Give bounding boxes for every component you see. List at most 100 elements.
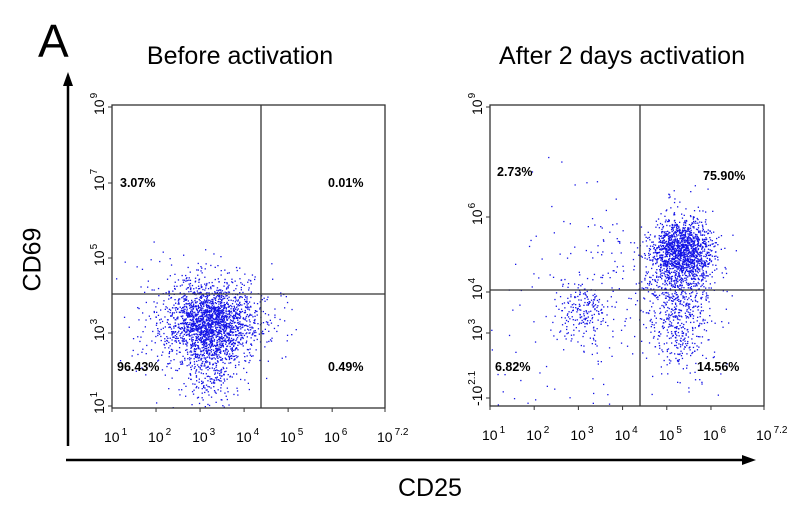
event-dot: [659, 240, 662, 242]
event-dot: [210, 351, 212, 353]
event-dot: [705, 357, 707, 359]
event-dot: [673, 236, 675, 238]
event-dot: [169, 337, 171, 339]
event-dot: [677, 262, 679, 264]
event-dot: [178, 327, 181, 330]
event-dot: [212, 313, 214, 315]
event-dot: [191, 340, 193, 343]
event-dot: [681, 231, 684, 234]
event-dot: [246, 296, 248, 298]
event-dot: [670, 239, 672, 242]
event-dot: [174, 340, 176, 342]
event-dot: [184, 359, 186, 361]
event-dot: [193, 350, 195, 353]
event-dot: [667, 245, 669, 247]
event-dot: [616, 238, 618, 240]
event-dot: [679, 248, 681, 250]
event-dot: [677, 206, 679, 208]
event-dot: [668, 313, 670, 315]
event-dot: [219, 307, 221, 309]
event-dot: [700, 303, 702, 305]
event-dot: [697, 237, 699, 239]
event-dot: [171, 313, 173, 315]
event-dot: [662, 245, 664, 247]
event-dot: [197, 311, 200, 313]
event-dot: [583, 351, 585, 353]
event-dot: [190, 347, 192, 349]
event-dot: [673, 316, 675, 318]
event-dot: [660, 213, 662, 215]
event-dot: [237, 300, 239, 302]
event-dot: [212, 326, 214, 328]
event-dot: [195, 356, 197, 359]
event-dot: [662, 225, 665, 228]
event-dot: [697, 227, 700, 229]
event-dot: [183, 338, 185, 340]
event-dot: [609, 277, 611, 279]
event-dot: [664, 261, 666, 263]
event-dot: [712, 356, 714, 359]
event-dot: [198, 378, 200, 380]
event-dot: [653, 248, 655, 250]
event-dot: [186, 277, 188, 279]
event-dot: [662, 292, 664, 294]
event-dot: [187, 314, 189, 317]
event-dot: [656, 258, 659, 261]
event-dot: [183, 295, 185, 297]
event-dot: [683, 239, 685, 242]
event-dot: [203, 320, 205, 322]
event-dot: [186, 341, 188, 343]
event-dot: [571, 338, 573, 340]
event-dot: [674, 238, 676, 240]
event-dot: [214, 324, 217, 326]
event-dot: [713, 231, 715, 233]
event-dot: [674, 264, 676, 267]
event-dot: [201, 313, 203, 315]
event-dot: [662, 272, 664, 274]
event-dot: [200, 297, 202, 299]
event-dot: [238, 313, 241, 315]
event-dot: [672, 258, 674, 261]
event-dot: [116, 278, 118, 280]
event-dot: [228, 332, 230, 335]
event-dot: [705, 280, 707, 282]
event-dot: [211, 319, 213, 322]
event-dot: [178, 326, 180, 328]
event-dot: [206, 323, 208, 325]
x-axis-arrow: [66, 455, 756, 465]
event-dot: [731, 295, 733, 297]
event-dot: [587, 320, 589, 322]
event-dot: [600, 308, 603, 311]
event-dot: [227, 374, 229, 376]
event-dot: [186, 323, 188, 326]
event-dot: [207, 365, 209, 368]
event-dot: [687, 263, 689, 265]
event-dot: [213, 369, 215, 372]
event-dot: [237, 344, 239, 346]
event-dot: [229, 311, 231, 313]
event-dot: [218, 317, 220, 320]
event-dot: [703, 255, 705, 257]
event-dot: [262, 310, 264, 313]
event-dot: [195, 315, 197, 317]
event-dot: [177, 300, 180, 302]
event-dot: [233, 321, 236, 324]
event-dot: [238, 364, 240, 366]
event-dot: [674, 257, 676, 259]
event-dot: [181, 389, 183, 391]
event-dot: [676, 257, 678, 260]
event-dot: [211, 335, 213, 337]
event-dot: [608, 403, 611, 405]
event-dot: [238, 335, 240, 337]
event-dot: [647, 291, 650, 293]
event-dot: [213, 357, 215, 359]
event-dot: [697, 261, 699, 263]
event-dot: [233, 345, 235, 348]
event-dot: [235, 325, 237, 328]
event-dot: [205, 389, 207, 391]
event-dot: [180, 311, 182, 314]
event-dot: [218, 309, 220, 311]
event-dot: [198, 366, 200, 368]
event-dot: [700, 244, 702, 246]
event-dot: [189, 288, 192, 290]
